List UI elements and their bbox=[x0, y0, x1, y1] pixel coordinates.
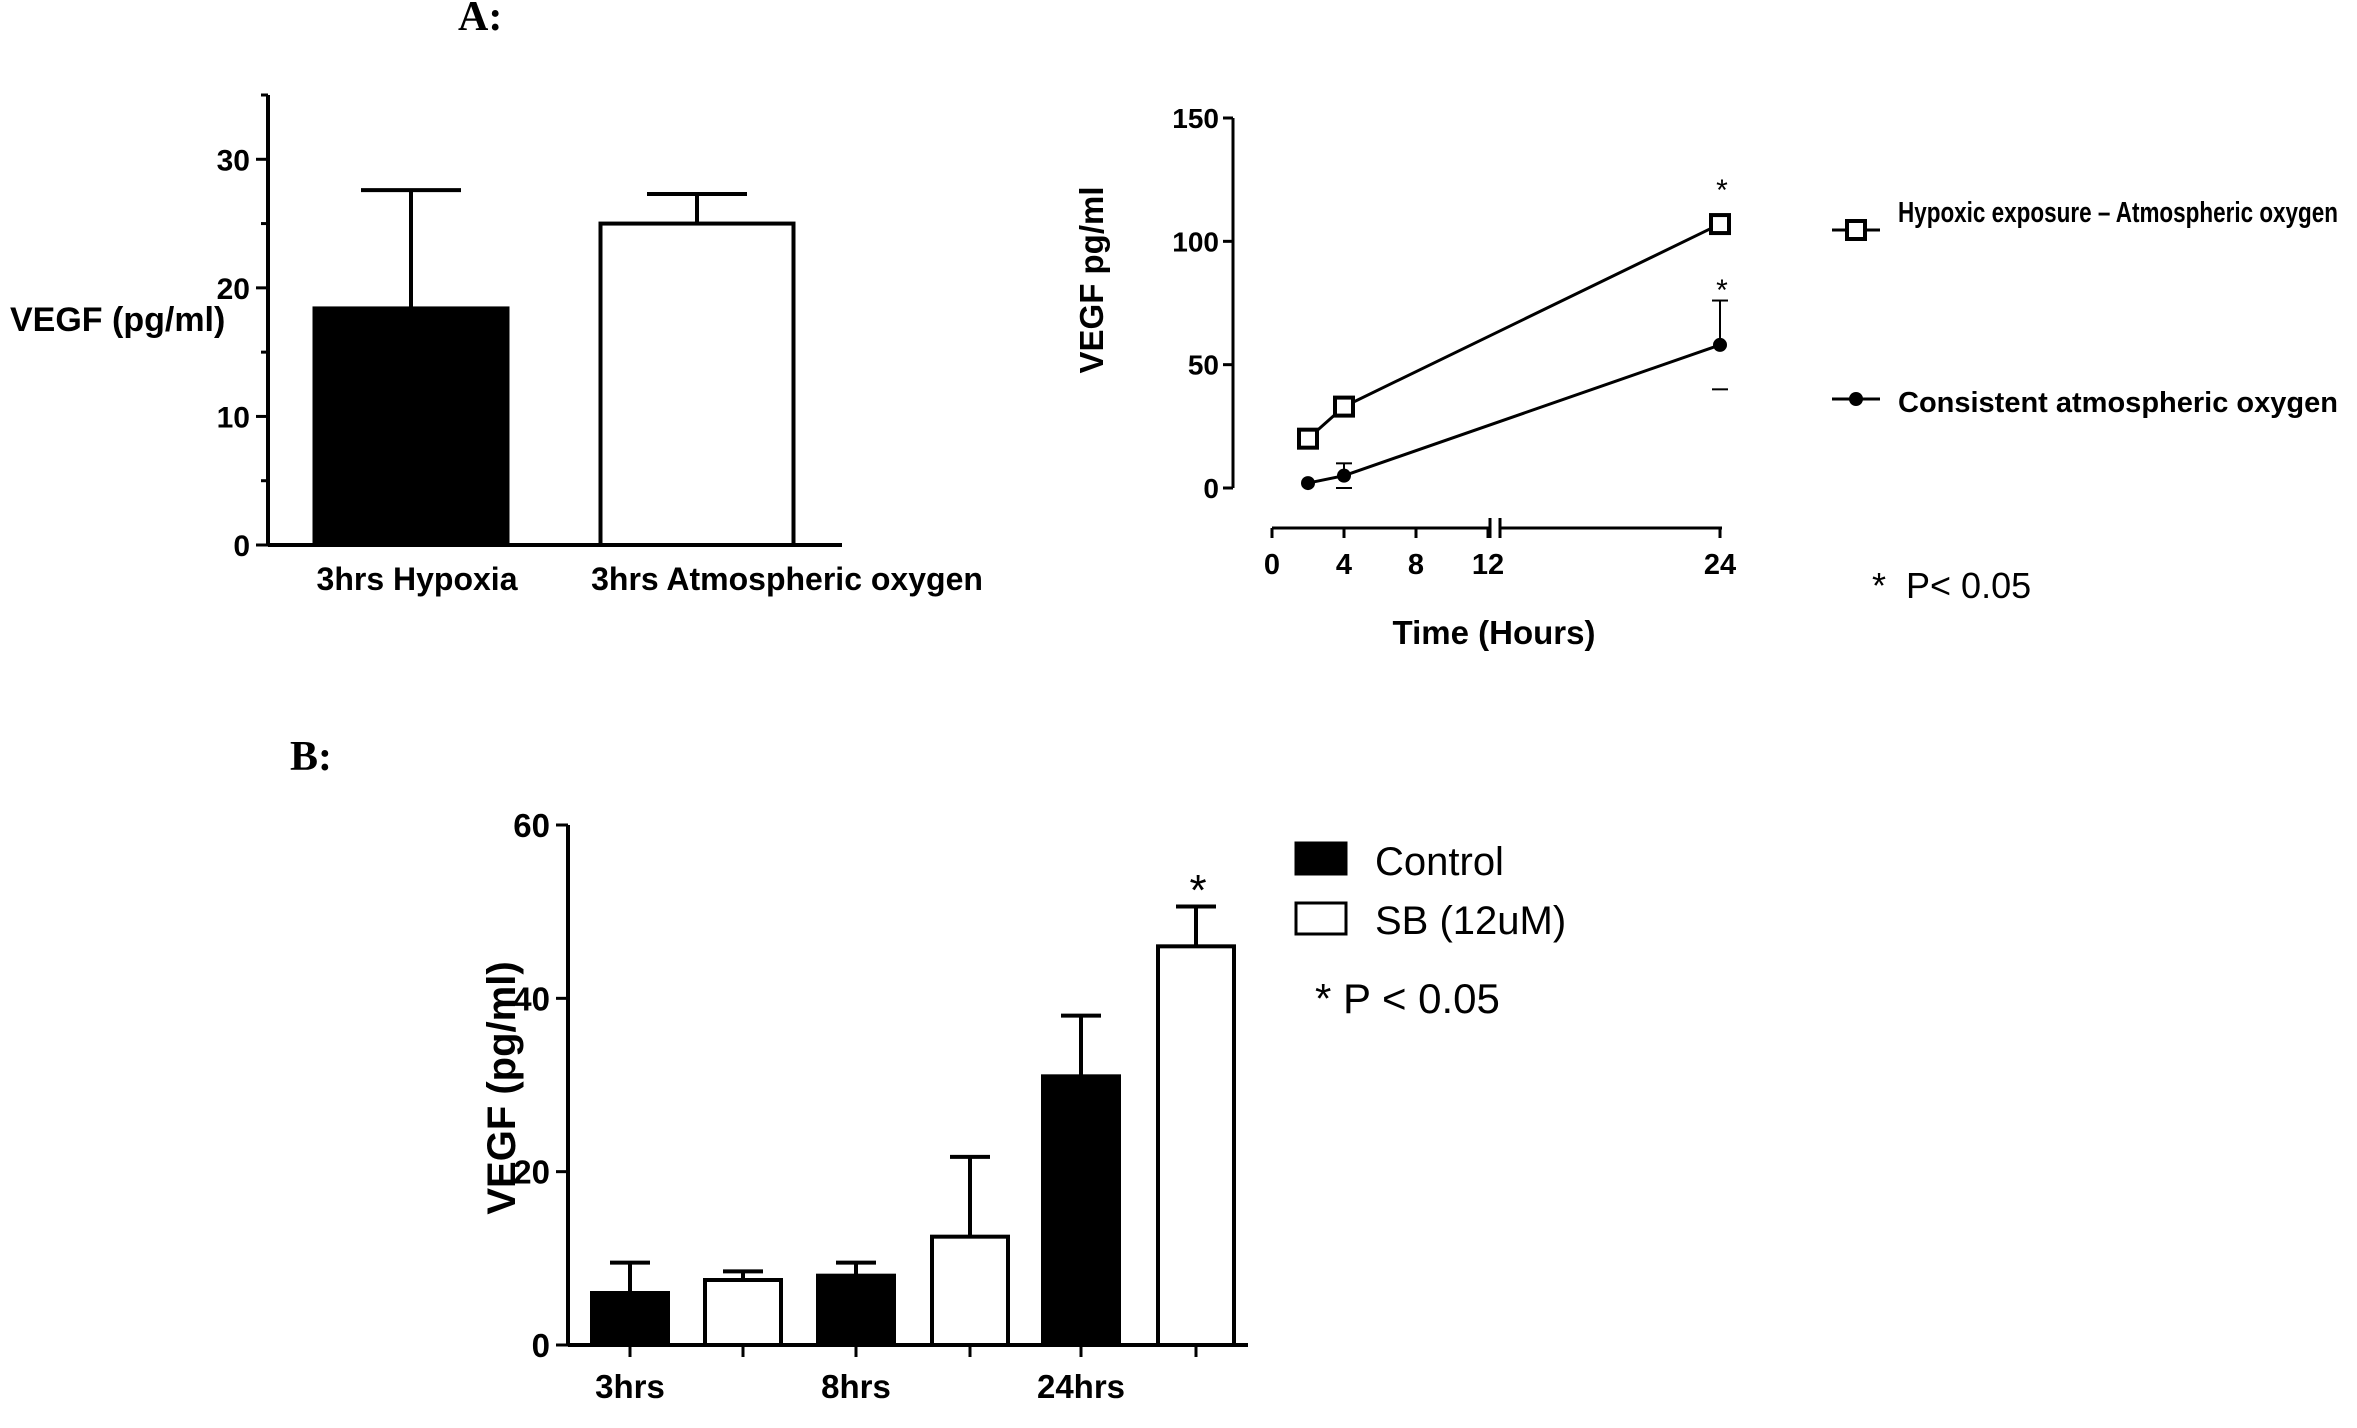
chart-b-ytick-label: 0 bbox=[532, 1327, 550, 1364]
panel-label-a: A: bbox=[458, 0, 502, 40]
chart-b-xtick-label: 24hrs bbox=[1037, 1368, 1125, 1405]
chart-b-legend-swatch-sb bbox=[1294, 901, 1348, 936]
chart-a-right-xtick-label: 0 bbox=[1264, 549, 1280, 581]
chart-a-right-series-line bbox=[1307, 222, 1721, 440]
chart-a-left-xtick-label: 3hrs Hypoxia bbox=[317, 561, 518, 597]
chart-a-right-ytick-label: 100 bbox=[1172, 226, 1219, 257]
chart-a-right-line: VEGF pg/ml Time (Hours) Hypoxic exposure… bbox=[1073, 103, 2338, 651]
chart-b-bar bbox=[590, 1291, 670, 1347]
chart-b-bar: VEGF (pg/ml) Control SB (12uM) * P < 0.0… bbox=[480, 807, 1566, 1405]
chart-a-right-point-square bbox=[1333, 395, 1355, 418]
chart-a-right-xtick-label: 4 bbox=[1336, 549, 1352, 581]
chart-b-bar bbox=[1041, 1074, 1121, 1348]
chart-a-right-ytick-label: 150 bbox=[1172, 103, 1219, 134]
chart-b-ylabel: VEGF (pg/ml) bbox=[480, 961, 524, 1214]
chart-a-left-xtick-label: 3hrs Atmospheric oxygen bbox=[591, 561, 983, 597]
chart-b-sig-star: * bbox=[1189, 866, 1206, 915]
chart-a-left-bar: VEGF (pg/ml) 0 10 20 30 3hrs Hypoxia 3hrs Atm… bbox=[10, 93, 983, 597]
chart-b-bar bbox=[1156, 944, 1236, 1347]
chart-a-right-ylabel: VEGF pg/ml bbox=[1073, 186, 1110, 373]
chart-a-left-ytick-label: 20 bbox=[217, 273, 250, 306]
chart-a-right-legend-square bbox=[1845, 219, 1867, 241]
chart-b-legend-control: Control bbox=[1375, 840, 1504, 884]
chart-b-ytick-label: 20 bbox=[513, 1154, 550, 1191]
chart-a-right-series-line bbox=[1307, 343, 1721, 485]
chart-b-xtick-label: 3hrs bbox=[595, 1368, 665, 1405]
chart-a-right-legend-1: Hypoxic exposure – Atmospheric oxygen bbox=[1898, 197, 2338, 229]
chart-b-pnote: * P < 0.05 bbox=[1315, 975, 1500, 1022]
chart-b-ytick-label: 60 bbox=[513, 807, 550, 844]
chart-a-right-point-circle bbox=[1301, 476, 1315, 491]
chart-a-right-legend-circle bbox=[1849, 392, 1863, 406]
chart-a-right-sig-star: * bbox=[1716, 274, 1728, 307]
chart-b-bar bbox=[930, 1234, 1010, 1347]
chart-a-right-point-circle bbox=[1713, 337, 1727, 352]
chart-b-legend-sb: SB (12uM) bbox=[1375, 899, 1566, 943]
chart-a-right-sig-star: * bbox=[1716, 174, 1728, 207]
chart-a-left-ytick-label: 0 bbox=[233, 530, 250, 563]
chart-b-bar bbox=[816, 1273, 896, 1347]
panel-label-b: B: bbox=[290, 734, 332, 780]
chart-a-left-ytick-label: 30 bbox=[217, 144, 250, 177]
chart-a-left-ylabel: VEGF (pg/ml) bbox=[10, 301, 225, 339]
chart-a-right-point-square bbox=[1709, 213, 1731, 236]
chart-a-right-ytick-label: 0 bbox=[1203, 473, 1219, 504]
chart-b-xtick-label: 8hrs bbox=[821, 1368, 891, 1405]
chart-a-right-xtick-label: 24 bbox=[1704, 549, 1736, 581]
chart-b-bar bbox=[703, 1278, 783, 1347]
chart-a-left-ytick-label: 10 bbox=[217, 401, 250, 434]
chart-a-right-pnote: * P< 0.05 bbox=[1872, 565, 2031, 606]
chart-a-right-xtick-label: 12 bbox=[1472, 549, 1504, 581]
chart-b-legend-swatch-control bbox=[1294, 841, 1348, 876]
chart-a-right-point-circle bbox=[1337, 468, 1351, 483]
chart-a-left-bar bbox=[312, 306, 510, 547]
chart-a-left-bar bbox=[598, 221, 796, 547]
chart-a-right-xlabel: Time (Hours) bbox=[1393, 614, 1596, 651]
chart-b-ytick-label: 40 bbox=[513, 980, 550, 1017]
chart-a-right-point-square bbox=[1297, 427, 1319, 450]
chart-a-right-legend-2: Consistent atmospheric oxygen bbox=[1898, 387, 2338, 419]
chart-a-right-xtick-label: 8 bbox=[1408, 549, 1424, 581]
chart-a-right-ytick-label: 50 bbox=[1188, 350, 1219, 381]
